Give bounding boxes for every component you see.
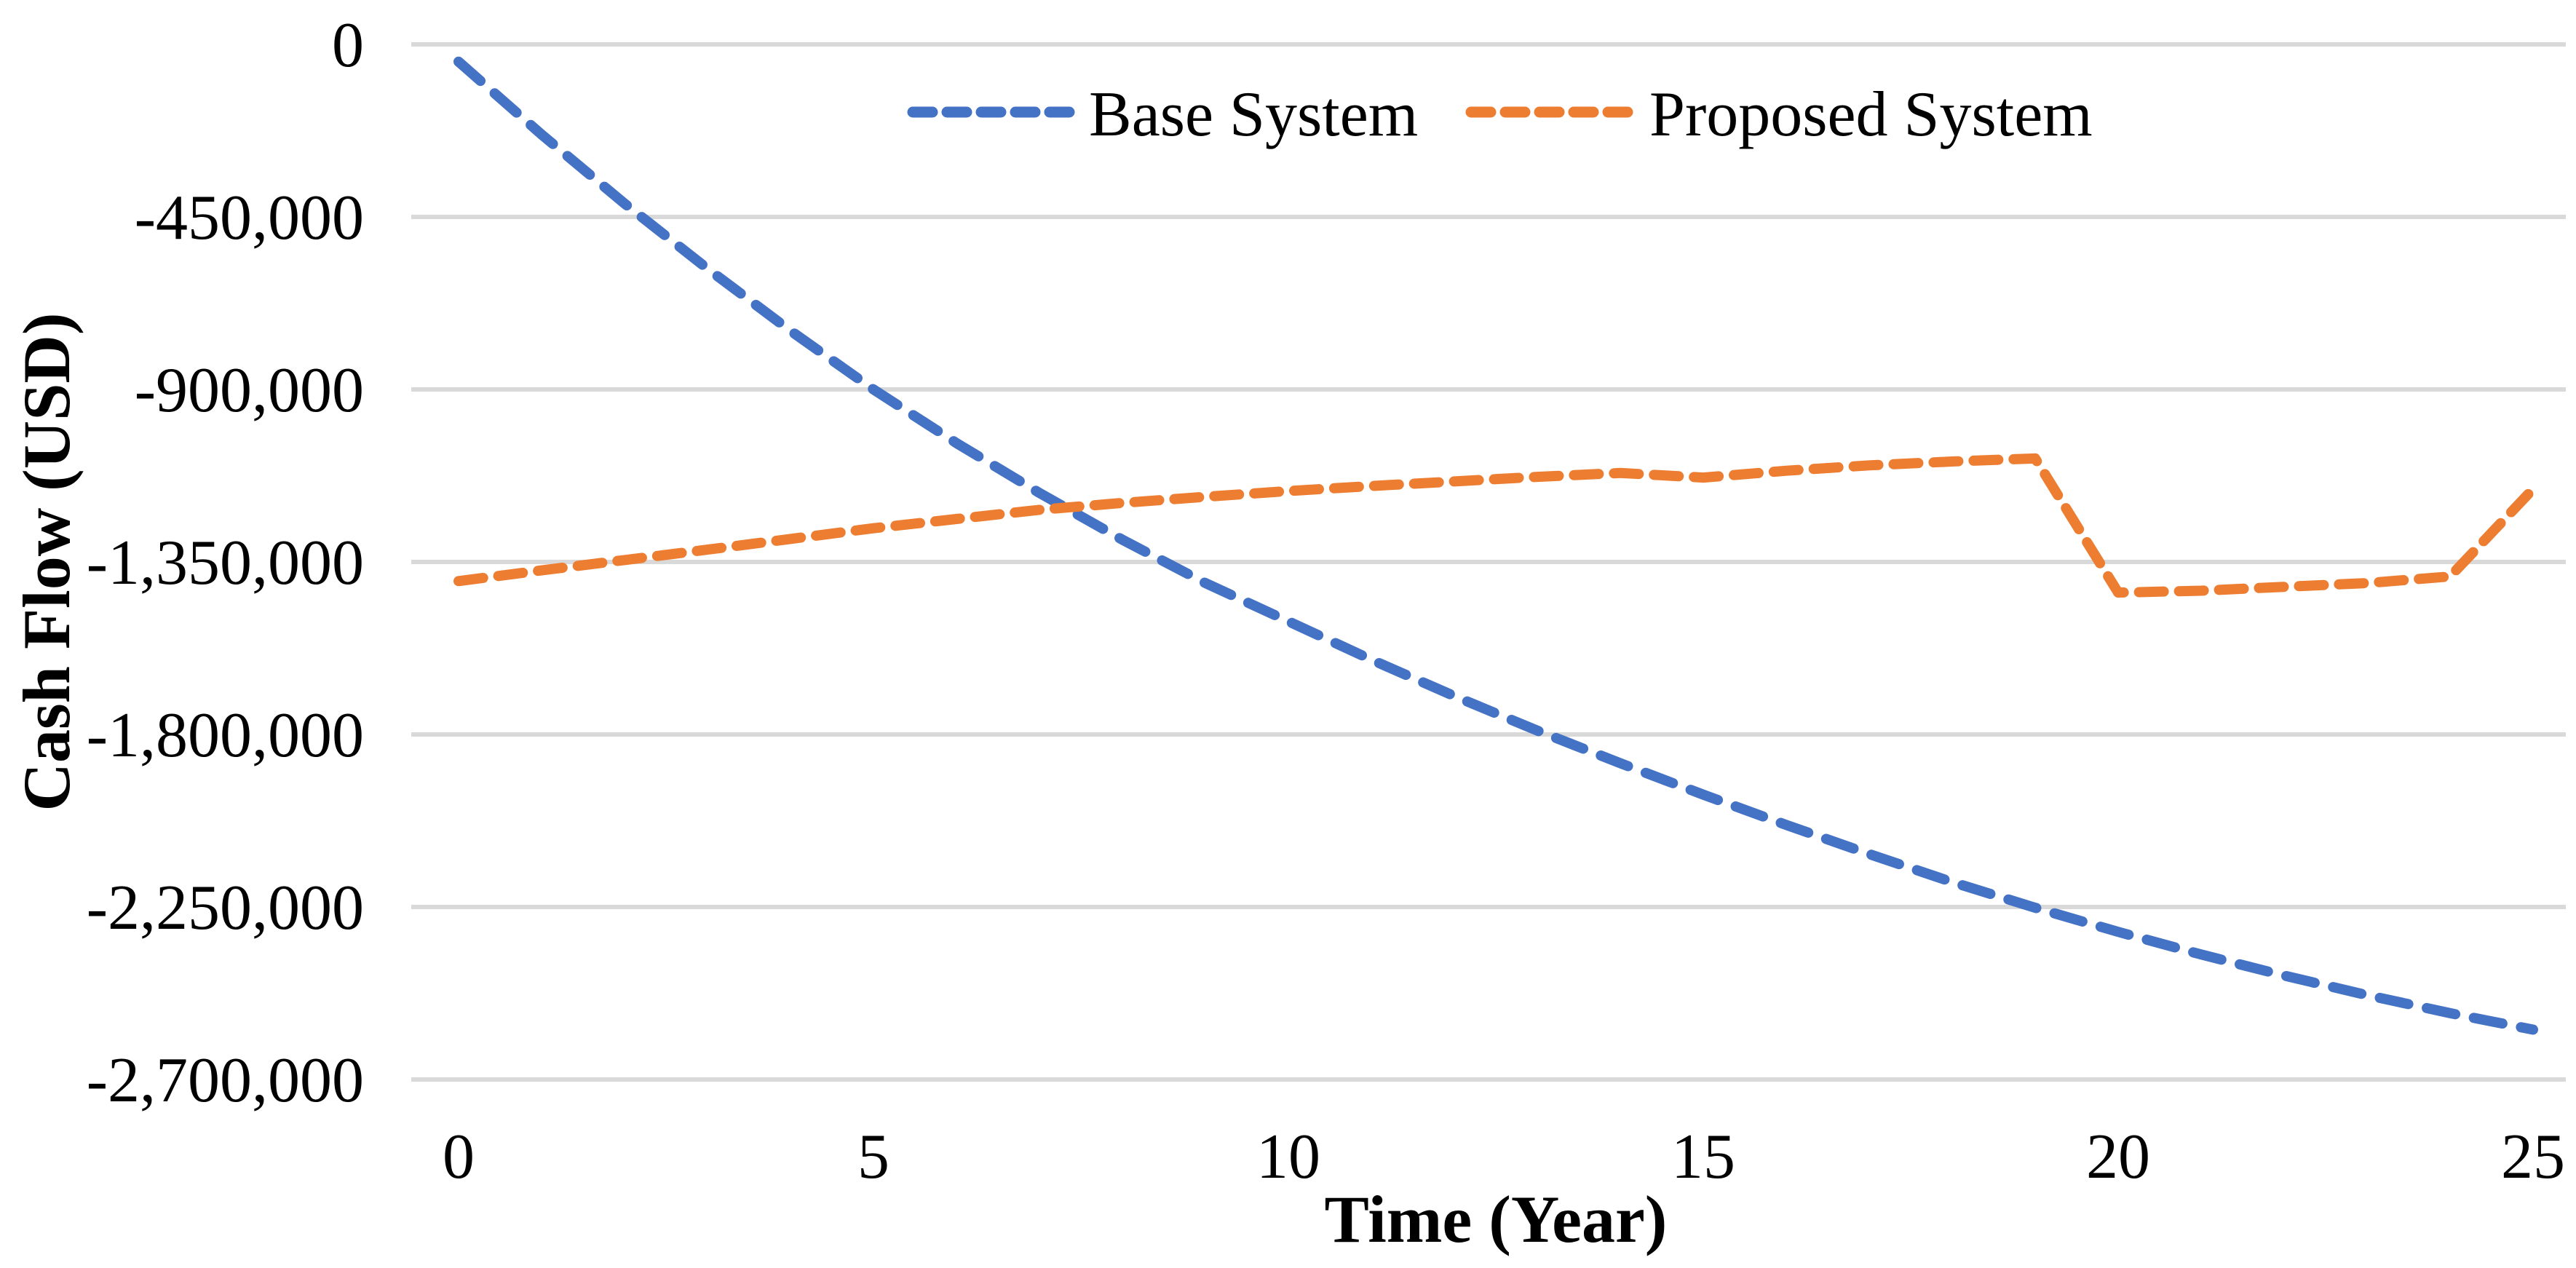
x-tick-label: 5 (857, 1122, 889, 1192)
y-tick-label: -1,350,000 (87, 528, 364, 598)
x-tick-label: 20 (2086, 1122, 2150, 1192)
base-system-legend-label: Base System (1089, 79, 1418, 150)
x-tick-label: 0 (443, 1122, 475, 1192)
y-tick-label: -1,800,000 (87, 700, 364, 771)
y-tick-label: 0 (332, 10, 364, 81)
y-tick-label: -900,000 (135, 355, 364, 426)
y-tick-label: -2,700,000 (87, 1045, 364, 1116)
series-group (453, 56, 2538, 1035)
legend: Base System Proposed System (907, 79, 2093, 150)
proposed-system-line (453, 453, 2538, 598)
base-system-line (453, 56, 2538, 1035)
x-axis-tick-labels: 0 5 10 15 20 25 (443, 1122, 2565, 1192)
y-axis-tick-labels: 0 -450,000 -900,000 -1,350,000 -1,800,00… (87, 10, 364, 1116)
proposed-system-legend-label: Proposed System (1649, 79, 2093, 150)
y-axis-title: Cash Flow (USD) (9, 313, 84, 812)
x-axis-title: Time (Year) (1325, 1182, 1668, 1256)
gridlines (411, 42, 2566, 1082)
x-tick-label: 10 (1256, 1122, 1320, 1192)
y-tick-label: -450,000 (135, 183, 364, 253)
x-tick-label: 25 (2501, 1122, 2565, 1192)
y-tick-label: -2,250,000 (87, 873, 364, 943)
x-tick-label: 15 (1671, 1122, 1735, 1192)
